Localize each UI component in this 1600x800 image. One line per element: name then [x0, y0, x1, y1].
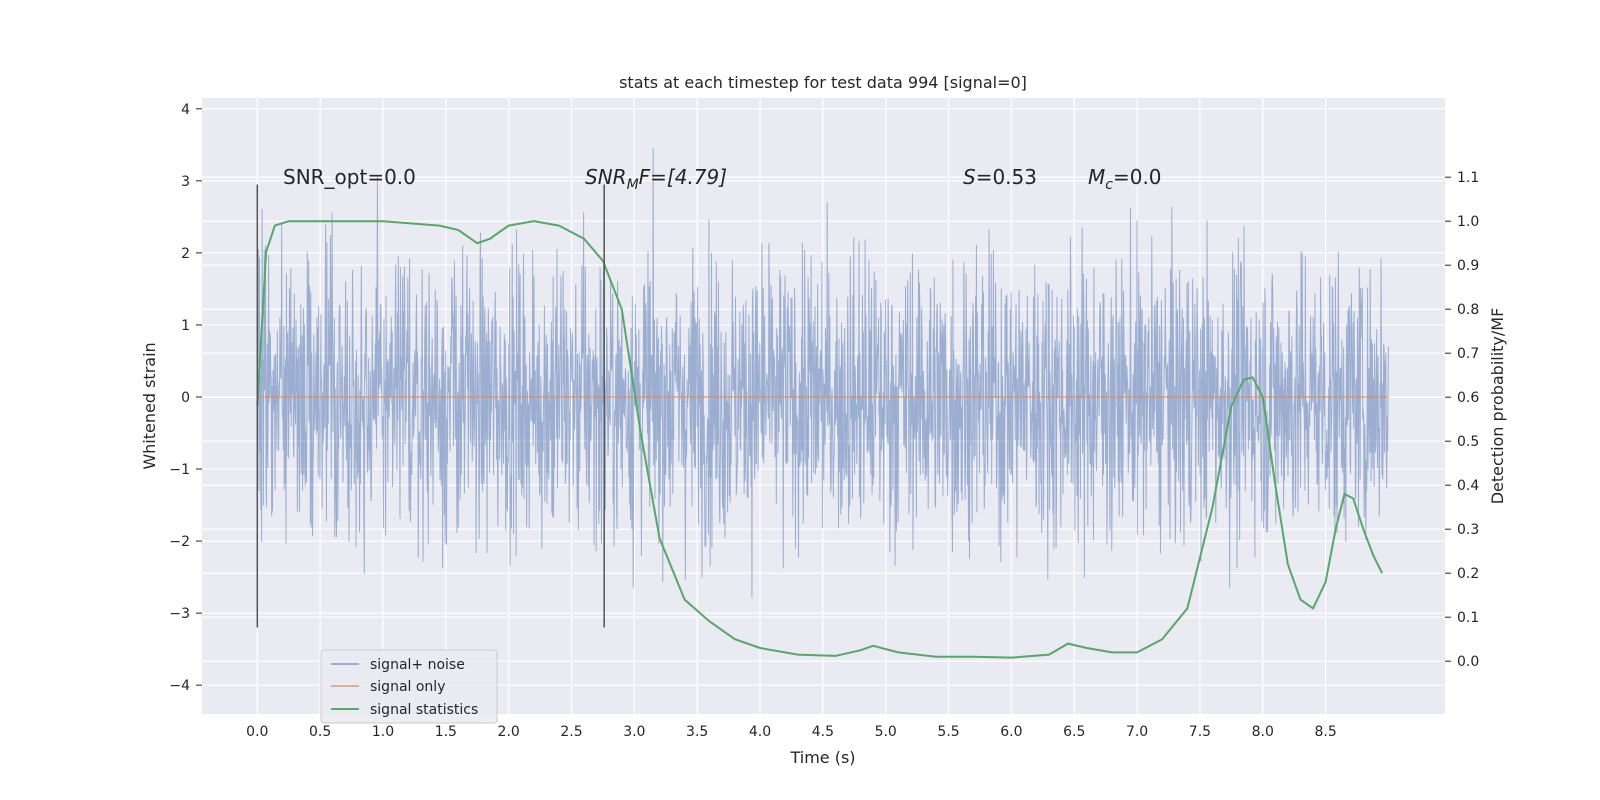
y2-tick-label: 0.1: [1457, 610, 1479, 626]
y-tick-label: 2: [181, 246, 190, 262]
y-tick-label: −4: [169, 678, 190, 694]
x-tick-label: 8.0: [1252, 724, 1274, 740]
y2-tick-label: 0.5: [1457, 434, 1479, 450]
x-tick-label: 0.0: [246, 724, 268, 740]
y2-tick-label: 1.1: [1457, 170, 1479, 186]
x-tick-label: 3.5: [686, 724, 708, 740]
annotation-mc: Mc=0.0: [1088, 165, 1162, 193]
annotation-mc-value: =0.0: [1113, 165, 1162, 189]
y-tick-label: 1: [181, 318, 190, 334]
plot-series: [256, 147, 1389, 659]
y2-tick-label: 0.3: [1457, 522, 1479, 538]
annotation-snr-mf-rest: F=[4.79]: [639, 165, 727, 189]
annotation-snr-mf-main: SNR: [585, 165, 627, 189]
legend-label-signal-only: signal only: [370, 679, 445, 695]
y2-tick-label: 1.0: [1457, 214, 1479, 230]
annotation-s-var: S: [963, 165, 976, 189]
y-tick-label: −1: [169, 462, 190, 478]
y-axis-label: Whitened strain: [140, 342, 159, 469]
x-tick-label: 8.5: [1314, 724, 1336, 740]
y2-axis-label: Detection probability/MF: [1488, 308, 1507, 505]
y-tick-label: −3: [169, 606, 190, 622]
x-tick-label: 5.0: [875, 724, 897, 740]
annotation-snr-opt: SNR_opt=0.0: [283, 165, 416, 189]
chart-title: stats at each timestep for test data 994…: [619, 73, 1027, 92]
x-tick-label: 7.0: [1126, 724, 1148, 740]
tick-labels: 0.0 0.5 1.0 1.5 2.0 2.5 3.0 3.5 4.0 4.5 5.0 5.5 6.0 6…: [169, 102, 1479, 740]
y2-tick-label: 0.6: [1457, 390, 1479, 406]
x-tick-label: 3.0: [623, 724, 645, 740]
x-tick-label: 4.0: [749, 724, 771, 740]
x-tick-label: 1.5: [435, 724, 457, 740]
series-signal-noise-line: [256, 147, 1389, 598]
y2-tick-label: 0.0: [1457, 654, 1479, 670]
y2-tick-label: 0.9: [1457, 258, 1479, 274]
y2-tick-label: 0.7: [1457, 346, 1479, 362]
legend-label-signal-statistics: signal statistics: [370, 702, 478, 718]
x-axis-label: Time (s): [789, 748, 855, 767]
x-tick-label: 0.5: [309, 724, 331, 740]
annotation-mc-sub: c: [1105, 177, 1113, 193]
annotation-snr-mf: SNRMF=[4.79]: [585, 165, 727, 193]
vertical-markers: [256, 184, 605, 628]
y-tick-label: 4: [181, 102, 190, 118]
x-tick-label: 5.5: [937, 724, 959, 740]
x-tick-label: 2.0: [498, 724, 520, 740]
series-signal-statistics-line: [256, 220, 1384, 659]
y2-tick-label: 0.2: [1457, 566, 1479, 582]
annotation-s-value: =0.53: [976, 165, 1037, 189]
y-tick-label: 0: [181, 390, 190, 406]
annotation-mc-var: M: [1088, 165, 1105, 189]
y-tick-label: 3: [181, 174, 190, 190]
x-tick-label: 6.5: [1063, 724, 1085, 740]
legend-label-signal-noise: signal+ noise: [370, 657, 465, 673]
x-tick-label: 7.5: [1189, 724, 1211, 740]
x-tick-label: 2.5: [560, 724, 582, 740]
x-tick-label: 1.0: [372, 724, 394, 740]
y-tick-label: −2: [169, 534, 190, 550]
legend: signal+ noise signal only signal statist…: [320, 649, 498, 724]
x-tick-label: 6.0: [1000, 724, 1022, 740]
legend-box: [320, 649, 498, 724]
x-tick-label: 4.5: [812, 724, 834, 740]
y2-tick-label: 0.8: [1457, 302, 1479, 318]
annotation-s: S=0.53: [963, 165, 1037, 189]
y2-tick-label: 0.4: [1457, 478, 1479, 494]
annotation-snr-mf-sub: M: [627, 177, 639, 193]
